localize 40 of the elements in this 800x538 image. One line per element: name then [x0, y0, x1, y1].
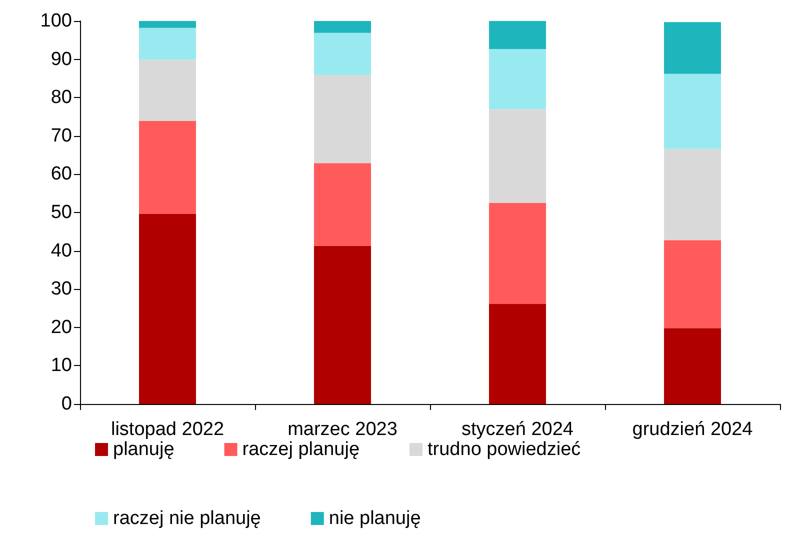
bar: [489, 109, 546, 203]
bar: [489, 48, 546, 110]
bar: [664, 240, 721, 328]
legend-label: nie planuję: [328, 508, 421, 529]
bar: [314, 75, 371, 164]
y-tick-label: 60: [50, 164, 72, 185]
y-tick-label: 70: [50, 125, 72, 146]
x-tick-label: grudzień 2024: [632, 419, 754, 440]
bar: [664, 328, 721, 404]
bar: [139, 120, 196, 214]
y-tick-label: 20: [50, 316, 72, 338]
bar: [664, 148, 721, 240]
bar: [139, 60, 196, 121]
legend-label: raczej nie planuję: [113, 508, 261, 529]
y-tick-label: 40: [50, 240, 72, 262]
legend-label: trudno powiedzieć: [428, 439, 581, 460]
y-tick-label: 10: [50, 355, 72, 376]
x-tick-label: styczeń 2024: [462, 419, 574, 440]
x-tick-label: marzec 2023: [288, 419, 398, 440]
y-tick-label: 90: [50, 48, 72, 70]
bar: [139, 28, 196, 60]
y-tick-label: 80: [50, 87, 72, 108]
bar: [489, 21, 546, 49]
legend-label: raczej planuję: [242, 439, 360, 460]
bar: [314, 246, 371, 404]
bar: [139, 21, 196, 28]
y-tick-label: 50: [50, 202, 72, 223]
bar: [314, 163, 371, 246]
bar: [489, 202, 546, 304]
y-tick-label: 30: [50, 278, 72, 300]
y-tick-label: 100: [40, 10, 72, 32]
bar: [664, 22, 721, 74]
legend-label: planuję: [113, 439, 174, 460]
x-tick-label: listopad 2022: [110, 419, 224, 440]
y-tick-label: 0: [61, 394, 72, 414]
bar: [489, 304, 546, 404]
bar: [314, 32, 371, 76]
bar: [314, 21, 371, 33]
bar: [139, 214, 196, 404]
bar: [664, 74, 721, 149]
